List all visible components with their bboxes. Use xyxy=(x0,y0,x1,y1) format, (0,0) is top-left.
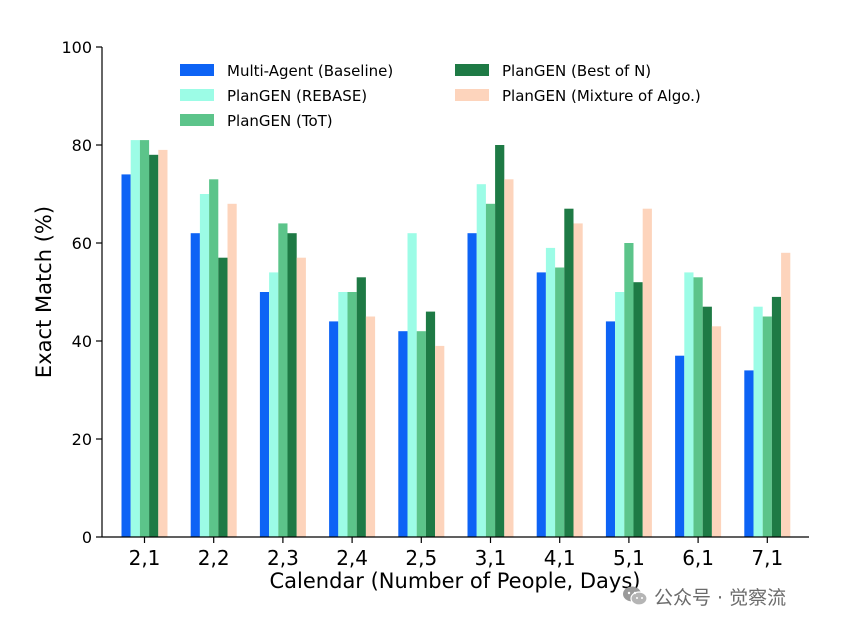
bar xyxy=(130,140,140,537)
bar xyxy=(771,296,782,537)
legend-label: PlanGEN (Mixture of Algo.) xyxy=(502,87,701,105)
bar xyxy=(711,326,722,537)
bar xyxy=(693,277,703,537)
legend-swatch xyxy=(455,64,489,76)
x-tick-label: 2,2 xyxy=(198,546,230,570)
bar xyxy=(296,257,306,537)
bar xyxy=(398,331,408,537)
bar xyxy=(744,370,754,537)
x-tick-label: 7,1 xyxy=(751,546,783,570)
bar xyxy=(329,321,339,537)
bar xyxy=(218,257,228,537)
bar xyxy=(407,233,417,537)
bar xyxy=(555,267,565,537)
bar xyxy=(753,306,763,537)
bar xyxy=(702,306,712,537)
legend-swatch xyxy=(455,89,489,101)
bar xyxy=(642,208,652,537)
bar xyxy=(149,154,159,538)
bar xyxy=(762,316,772,537)
bar xyxy=(139,140,150,537)
bar xyxy=(347,292,357,537)
bar xyxy=(190,233,200,537)
watermark-text: 公众号 · 觉察流 xyxy=(654,586,787,609)
bar xyxy=(605,321,616,537)
x-tick-label: 4,1 xyxy=(544,546,576,570)
bar xyxy=(227,203,237,538)
bar xyxy=(615,292,625,537)
y-tick-label: 60 xyxy=(72,234,92,253)
x-tick-label: 6,1 xyxy=(682,546,714,570)
bar xyxy=(425,311,436,537)
bar xyxy=(435,345,445,537)
y-axis-label: Exact Match (%) xyxy=(32,206,56,378)
watermark: 公众号 · 觉察流 xyxy=(622,582,786,610)
wechat-icon xyxy=(623,586,648,606)
legend-label: PlanGEN (ToT) xyxy=(227,112,333,130)
bar xyxy=(365,316,376,537)
x-tick-label: 2,1 xyxy=(129,546,161,570)
legend-swatch xyxy=(180,114,214,126)
bar xyxy=(158,149,168,537)
bar xyxy=(536,272,546,537)
bar xyxy=(573,223,583,537)
x-ticks-group: 2,1 2,2 2,3 2,4 2,5 3,1 4,1 5,1 6,1 7,1 xyxy=(129,537,783,570)
bar xyxy=(675,355,685,537)
bar xyxy=(564,208,574,537)
bar xyxy=(259,292,270,537)
legend-label: PlanGEN (REBASE) xyxy=(227,87,367,105)
x-tick-label: 3,1 xyxy=(475,546,507,570)
axes-group xyxy=(101,47,809,538)
bar xyxy=(287,233,297,537)
bar xyxy=(338,292,348,537)
bar xyxy=(684,272,694,537)
bar xyxy=(633,282,643,537)
bar xyxy=(485,203,496,538)
bar xyxy=(467,233,477,537)
x-axis-label: Calendar (Number of People, Days) xyxy=(270,569,641,593)
legend-label: PlanGEN (Best of N) xyxy=(502,62,651,80)
bar xyxy=(416,331,426,537)
bar xyxy=(781,252,791,538)
bar xyxy=(269,272,279,537)
x-tick-label: 2,3 xyxy=(267,546,299,570)
bar xyxy=(199,194,210,537)
bar xyxy=(545,247,556,537)
x-tick-label: 2,4 xyxy=(336,546,368,570)
bar xyxy=(356,277,366,537)
y-tick-label: 100 xyxy=(61,38,92,57)
y-ticks-group: 0 20 40 60 80 100 xyxy=(61,38,102,547)
bar xyxy=(476,184,486,537)
bar xyxy=(121,174,131,537)
x-tick-label: 2,5 xyxy=(405,546,437,570)
y-tick-label: 40 xyxy=(72,332,92,351)
y-tick-label: 20 xyxy=(72,430,92,449)
legend-label: Multi-Agent (Baseline) xyxy=(227,62,393,80)
bars-group xyxy=(121,140,791,538)
bar xyxy=(209,179,219,538)
bar xyxy=(624,243,634,537)
y-tick-label: 0 xyxy=(82,528,92,547)
bar xyxy=(278,223,288,537)
x-tick-label: 5,1 xyxy=(613,546,645,570)
legend: Multi-Agent (Baseline) PlanGEN (REBASE) Pl… xyxy=(180,62,701,130)
bar xyxy=(504,179,514,538)
y-tick-label: 80 xyxy=(72,136,92,155)
legend-swatch xyxy=(180,64,214,76)
legend-swatch xyxy=(180,89,214,101)
bar xyxy=(495,145,505,537)
